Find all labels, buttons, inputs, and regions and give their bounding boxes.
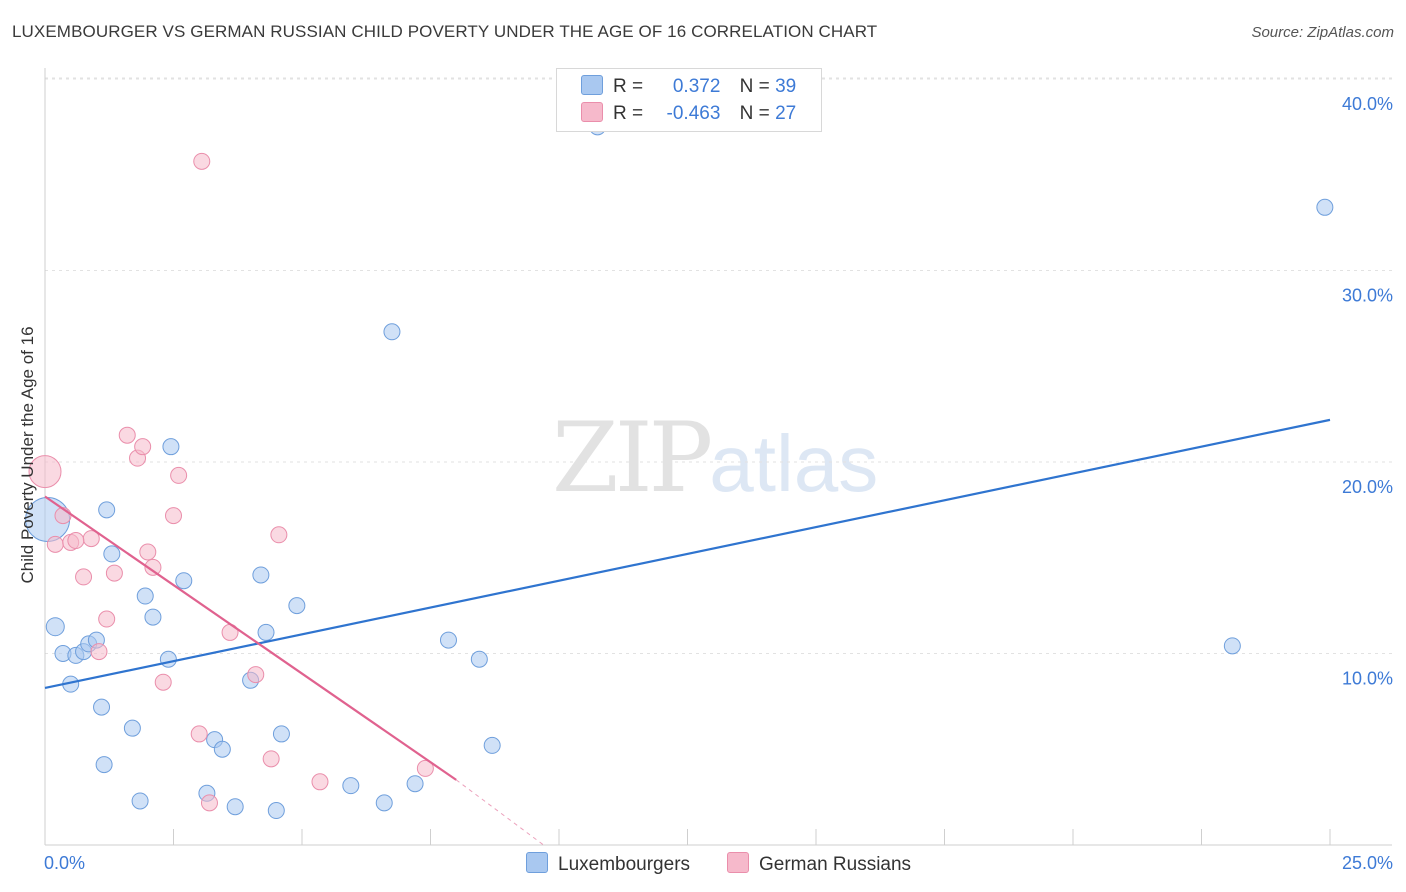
data-point bbox=[416, 759, 434, 777]
data-point bbox=[483, 736, 501, 754]
data-point bbox=[134, 438, 152, 456]
series-legend: Luxembourgers German Russians bbox=[0, 852, 1406, 878]
data-point bbox=[103, 545, 121, 563]
data-point bbox=[28, 455, 62, 489]
legend-swatch-luxembourgers bbox=[526, 852, 548, 873]
trend-lines bbox=[44, 418, 1331, 846]
data-point bbox=[257, 623, 275, 641]
data-point bbox=[272, 725, 290, 743]
data-point bbox=[439, 631, 457, 649]
data-point bbox=[162, 438, 180, 456]
data-point bbox=[144, 608, 162, 626]
legend-row-german-russians: R = -0.463 N = 27 bbox=[581, 102, 796, 128]
data-point bbox=[213, 740, 231, 758]
data-point bbox=[375, 794, 393, 812]
data-point bbox=[139, 543, 157, 561]
data-point bbox=[470, 650, 488, 668]
data-point bbox=[383, 323, 401, 341]
chart-title: LUXEMBOURGER VS GERMAN RUSSIAN CHILD POV… bbox=[12, 22, 878, 41]
data-point bbox=[95, 756, 113, 774]
legend-label: German Russians bbox=[759, 854, 912, 875]
data-point bbox=[247, 666, 265, 684]
data-point bbox=[136, 587, 154, 605]
data-point bbox=[90, 643, 108, 661]
watermark-atlas: atlas bbox=[709, 419, 879, 508]
y-tick-label: 10.0% bbox=[1342, 669, 1393, 689]
source-credit: Source: ZipAtlas.com bbox=[1251, 24, 1394, 41]
data-point bbox=[200, 794, 218, 812]
data-point bbox=[1316, 198, 1334, 216]
legend-row-luxembourgers: R = 0.372 N = 39 bbox=[581, 75, 796, 101]
legend-item-luxembourgers[interactable]: Luxembourgers bbox=[526, 852, 690, 876]
data-point bbox=[190, 725, 208, 743]
x-tick-label: 25.0% bbox=[1342, 853, 1393, 873]
data-point bbox=[75, 568, 93, 586]
legend-r-value: -0.463 bbox=[666, 103, 721, 124]
legend-n-value: 27 bbox=[775, 103, 797, 124]
data-point bbox=[1223, 637, 1241, 655]
legend-item-german-russians[interactable]: German Russians bbox=[727, 852, 911, 876]
legend-swatch-german-russians bbox=[727, 852, 749, 873]
axes bbox=[44, 68, 1392, 846]
data-point bbox=[288, 597, 306, 615]
data-point bbox=[175, 572, 193, 590]
data-point bbox=[165, 507, 182, 525]
data-point bbox=[154, 673, 172, 691]
data-point bbox=[105, 564, 123, 582]
watermark-zip: ZIP bbox=[552, 402, 713, 514]
trend-line bbox=[44, 495, 457, 781]
grid-lines bbox=[45, 77, 1392, 654]
y-tick-label: 30.0% bbox=[1342, 286, 1393, 306]
trend-line bbox=[44, 418, 1331, 690]
legend-n-value: 39 bbox=[775, 76, 797, 97]
data-point bbox=[193, 152, 211, 170]
y-tick-label: 40.0% bbox=[1342, 94, 1393, 114]
legend-label: Luxembourgers bbox=[558, 854, 691, 875]
data-point bbox=[131, 792, 149, 810]
legend-swatch-luxembourgers bbox=[581, 75, 603, 95]
data-point bbox=[406, 775, 424, 793]
legend-n-label: N = bbox=[739, 76, 770, 97]
data-point bbox=[144, 558, 162, 576]
data-points bbox=[25, 118, 1334, 820]
data-point bbox=[159, 650, 177, 668]
data-point bbox=[93, 698, 111, 716]
data-point bbox=[267, 802, 285, 820]
legend-r-label: R = bbox=[613, 103, 644, 124]
data-point bbox=[262, 750, 280, 768]
legend-swatch-german-russians bbox=[581, 102, 603, 122]
correlation-legend: R = 0.372 N = 39 R = -0.463 N = 27 bbox=[556, 68, 822, 132]
data-point bbox=[252, 566, 270, 584]
data-point bbox=[67, 532, 85, 550]
data-point bbox=[118, 426, 136, 444]
legend-r-label: R = bbox=[613, 76, 644, 97]
axis-labels: 10.0% 20.0% 30.0% 40.0% 0.0% 25.0% Child Pover… bbox=[18, 94, 1393, 873]
data-point bbox=[311, 773, 329, 791]
data-point bbox=[123, 719, 141, 737]
y-tick-label: 20.0% bbox=[1342, 477, 1393, 497]
trend-line-extension bbox=[455, 779, 544, 846]
data-point bbox=[226, 798, 244, 816]
legend-n-label: N = bbox=[739, 103, 770, 124]
data-point bbox=[98, 501, 116, 519]
data-point bbox=[342, 777, 360, 795]
data-point bbox=[170, 466, 188, 484]
data-point bbox=[46, 535, 64, 553]
x-tick-label: 0.0% bbox=[44, 853, 85, 873]
data-point bbox=[45, 617, 65, 637]
watermark: ZIPatlas bbox=[552, 402, 878, 514]
data-point bbox=[270, 526, 288, 544]
data-point bbox=[98, 610, 116, 628]
legend-r-value: 0.372 bbox=[672, 76, 721, 97]
y-axis-label: Child Poverty Under the Age of 16 bbox=[18, 326, 37, 583]
